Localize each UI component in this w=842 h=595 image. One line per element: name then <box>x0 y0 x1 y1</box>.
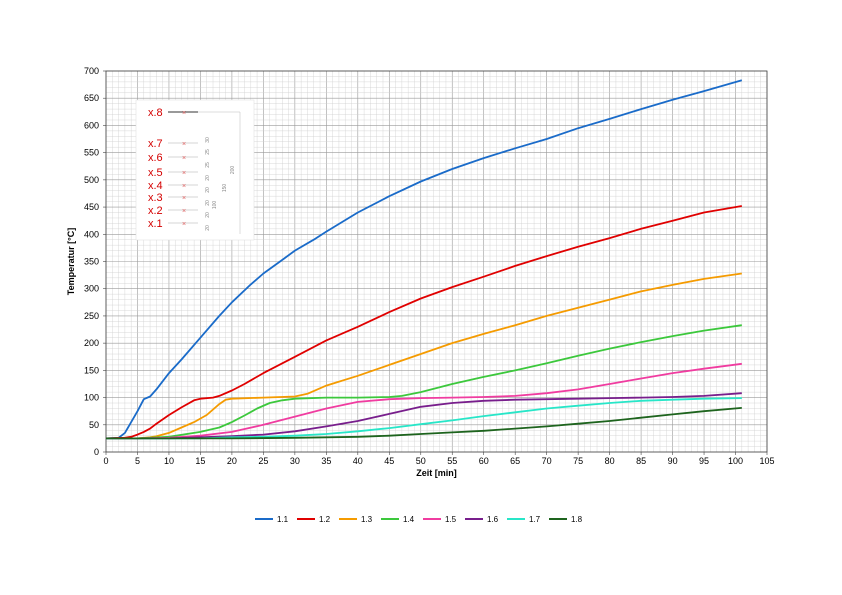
series-line-1.3 <box>106 272 742 440</box>
series-line-1.4 <box>106 324 742 440</box>
inset-label: x.1 <box>148 218 163 230</box>
series-line-1.7 <box>106 397 742 440</box>
x-tick-label: 85 <box>636 456 646 466</box>
inset-label: x.8 <box>148 107 163 119</box>
legend-label: 1.8 <box>571 515 583 524</box>
inset-dimension: 25 <box>205 149 211 155</box>
inset-dimension: 150 <box>222 184 228 193</box>
x-tick-label: 105 <box>759 456 774 466</box>
legend-label: 1.4 <box>403 515 415 524</box>
y-tick-label: 500 <box>84 175 99 185</box>
inset-label: x.5 <box>148 167 163 179</box>
inset-dimension: 20 <box>205 187 211 193</box>
inset-dimension: 20 <box>205 225 211 231</box>
legend-label: 1.6 <box>487 515 499 524</box>
legend-label: 1.3 <box>361 515 373 524</box>
x-tick-label: 80 <box>605 456 615 466</box>
x-tick-label: 95 <box>699 456 709 466</box>
inset-label: x.6 <box>148 152 163 164</box>
y-tick-label: 400 <box>84 229 99 239</box>
inset-dimension: 100 <box>212 201 218 210</box>
x-tick-label: 60 <box>479 456 489 466</box>
inset-marker: × <box>182 183 186 190</box>
x-axis-label: Zeit [min] <box>416 468 457 478</box>
legend-label: 1.1 <box>277 515 289 524</box>
x-tick-label: 25 <box>258 456 268 466</box>
x-tick-label: 20 <box>227 456 237 466</box>
x-tick-label: 10 <box>164 456 174 466</box>
series-line-1.6 <box>106 392 742 440</box>
y-tick-label: 600 <box>84 120 99 130</box>
x-tick-label: 70 <box>542 456 552 466</box>
inset-marker: × <box>182 110 186 117</box>
legend-label: 1.2 <box>319 515 331 524</box>
inset-label: x.7 <box>148 138 163 150</box>
y-tick-label: 550 <box>84 148 99 158</box>
x-tick-label: 15 <box>195 456 205 466</box>
x-tick-label: 45 <box>384 456 394 466</box>
inset-dimension: 20 <box>205 212 211 218</box>
y-tick-label: 150 <box>84 365 99 375</box>
legend: 1.1 1.2 1.3 1.4 1.5 1.6 1.7 1.8 <box>255 515 583 524</box>
x-tick-label: 65 <box>510 456 520 466</box>
y-tick-label: 300 <box>84 284 99 294</box>
cross-section-inset: x.8 × x.7 × x.6 × x.5 × x.4 × x.3 × x.2 × x.1 × 20 20 20 20… <box>135 99 255 241</box>
x-tick-label: 75 <box>573 456 583 466</box>
series-lines <box>105 79 743 440</box>
inset-marker: × <box>182 195 186 202</box>
inset-marker: × <box>182 155 186 162</box>
inset-label: x.4 <box>148 180 163 192</box>
y-tick-label: 0 <box>94 447 99 457</box>
legend-label: 1.7 <box>529 515 541 524</box>
series-line-1.5 <box>106 362 742 440</box>
x-tick-label: 0 <box>103 456 108 466</box>
y-tick-label: 350 <box>84 257 99 267</box>
inset-label: x.2 <box>148 205 163 217</box>
y-tick-label: 450 <box>84 202 99 212</box>
x-tick-label: 100 <box>728 456 743 466</box>
x-tick-label: 35 <box>321 456 331 466</box>
inset-background <box>135 99 255 241</box>
y-axis-label: Temperatur [°C] <box>66 228 76 295</box>
inset-dimension: 20 <box>205 175 211 181</box>
x-tick-label: 5 <box>135 456 140 466</box>
y-tick-label: 200 <box>84 338 99 348</box>
inset-dimension: 30 <box>205 137 211 143</box>
y-tick-label: 700 <box>84 66 99 76</box>
y-tick-label: 50 <box>89 420 99 430</box>
y-tick-label: 650 <box>84 93 99 103</box>
tick-labels: 0 5 10 15 20 25 30 35 40 45 50 55 60 65 70 75 80 85 90 95 10… <box>84 66 775 466</box>
inset-dimension: 25 <box>205 162 211 168</box>
x-tick-label: 90 <box>668 456 678 466</box>
inset-dimension: 20 <box>205 200 211 206</box>
x-tick-label: 30 <box>290 456 300 466</box>
series-line-1.1 <box>105 79 743 440</box>
x-tick-label: 50 <box>416 456 426 466</box>
inset-dimension: 200 <box>230 166 236 175</box>
y-tick-label: 250 <box>84 311 99 321</box>
y-tick-label: 100 <box>84 393 99 403</box>
legend-label: 1.5 <box>445 515 457 524</box>
inset-marker: × <box>182 141 186 148</box>
inset-marker: × <box>182 208 186 215</box>
x-tick-label: 40 <box>353 456 363 466</box>
inset-label: x.3 <box>148 192 163 204</box>
inset-marker: × <box>182 170 186 177</box>
series-line-1.2 <box>105 205 742 440</box>
series-line-1.8 <box>106 407 742 440</box>
x-tick-label: 55 <box>447 456 457 466</box>
inset-marker: × <box>182 221 186 228</box>
